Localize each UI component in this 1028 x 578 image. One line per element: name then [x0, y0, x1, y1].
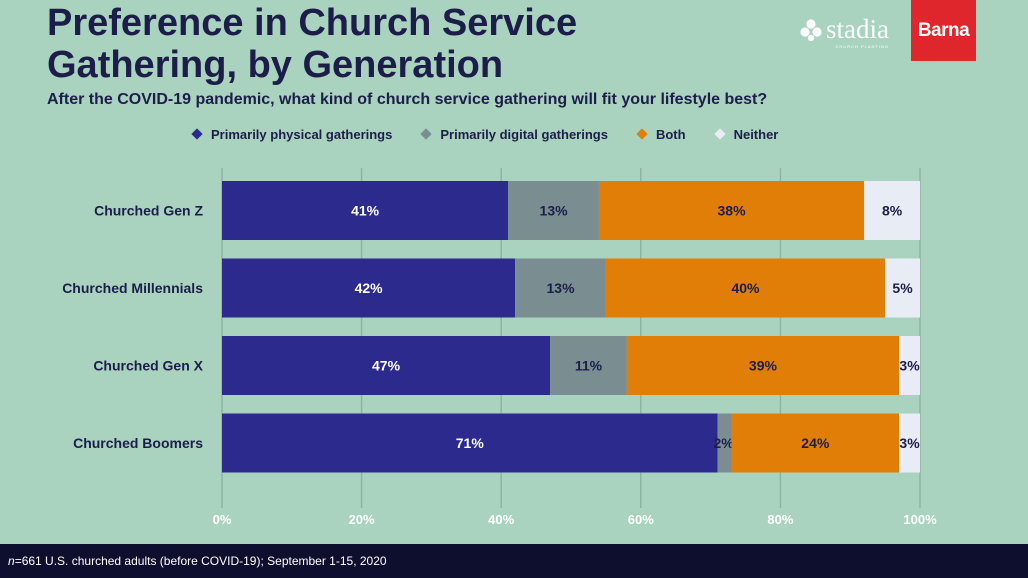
stadia-logo-icon: [800, 19, 822, 41]
bar-segment: [550, 336, 627, 395]
chart-title: Preference in Church Service Gathering, …: [47, 2, 578, 86]
bar-segment: [717, 413, 732, 473]
data-label: 8%: [882, 203, 903, 219]
legend-item-4: Neither: [713, 126, 779, 142]
footer-text: =661 U.S. churched adults (before COVID-…: [14, 554, 387, 568]
bar-segment: [885, 258, 920, 318]
data-label: 13%: [547, 280, 576, 296]
category-label: Churched Gen X: [93, 358, 203, 374]
category-label: Churched Millennials: [62, 280, 203, 296]
stadia-logo: stadia CHURCH PLANTING: [800, 16, 889, 49]
bar-segment: [605, 258, 886, 318]
legend-item-3: Both: [636, 126, 686, 142]
footer-note: n=661 U.S. churched adults (before COVID…: [0, 544, 1028, 578]
bar-segment: [626, 336, 900, 395]
data-label: 39%: [749, 358, 778, 374]
bar-segment: [222, 413, 718, 473]
stadia-logo-word: stadia: [826, 14, 889, 44]
legend-item-2: Primarily digital gatherings: [420, 126, 608, 142]
x-tick-label: 80%: [767, 512, 793, 527]
x-tick-label: 0%: [213, 512, 232, 527]
legend-item-1: Primarily physical gatherings: [191, 126, 393, 142]
data-label: 3%: [899, 358, 920, 374]
bar-segment: [731, 413, 900, 473]
x-tick-label: 60%: [628, 512, 654, 527]
data-label: 5%: [892, 280, 913, 296]
legend-label: Both: [655, 126, 686, 142]
data-label: 2%: [713, 435, 734, 451]
bar-segment: [222, 336, 551, 395]
bar-segment: [899, 336, 920, 395]
data-label: 38%: [718, 203, 747, 219]
legend-label: Primarily physical gatherings: [211, 126, 393, 142]
stadia-logo-tagline: CHURCH PLANTING: [835, 44, 889, 49]
bar-segment: [222, 258, 516, 318]
data-label: 3%: [899, 435, 920, 451]
barna-logo: Barna: [911, 0, 976, 61]
data-label: 40%: [731, 280, 760, 296]
data-label: 13%: [540, 203, 569, 219]
bar-segment: [508, 181, 599, 240]
bar-segment: [222, 181, 509, 240]
data-label: 71%: [456, 435, 485, 451]
bar-segment: [864, 181, 920, 240]
chart-subtitle: After the COVID-19 pandemic, what kind o…: [47, 91, 768, 108]
chart-legend: Primarily physical gatherings Primarily d…: [191, 124, 779, 144]
legend-label: Neither: [733, 126, 779, 142]
x-tick-label: 100%: [903, 512, 937, 527]
data-label: 24%: [801, 435, 830, 451]
stacked-bar-chart: 0% 20% 40% 60% 80% 100% Churched Gen Z 41% 13% 38…: [62, 168, 937, 527]
data-label: 41%: [351, 203, 380, 219]
x-tick-label: 20%: [349, 512, 375, 527]
category-label: Churched Gen Z: [94, 203, 203, 219]
footer-n-label: n: [8, 554, 15, 568]
category-label: Churched Boomers: [73, 435, 203, 451]
bar-segment: [515, 258, 606, 318]
bar-segment: [598, 181, 865, 240]
data-label: 11%: [575, 358, 603, 374]
x-tick-label: 40%: [488, 512, 514, 527]
data-label: 47%: [372, 358, 401, 374]
legend-label: Primarily digital gatherings: [440, 126, 608, 142]
data-label: 42%: [355, 280, 384, 296]
bar-segment: [899, 413, 920, 473]
